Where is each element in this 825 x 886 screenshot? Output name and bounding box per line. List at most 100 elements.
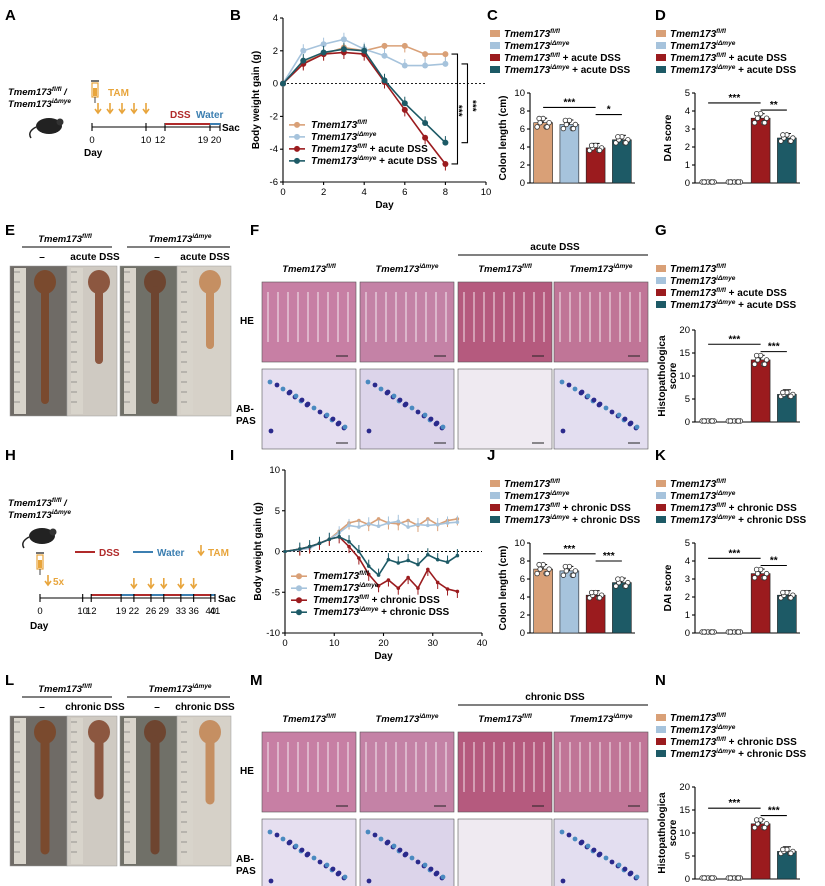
data-dot — [754, 115, 761, 121]
he-image — [553, 731, 649, 813]
legend-marker — [296, 597, 302, 604]
legend-marker — [294, 121, 300, 128]
goblet-cell — [305, 851, 311, 857]
water-label: Water — [196, 110, 224, 121]
y-tick-label: -10 — [266, 628, 280, 639]
data-dot — [735, 875, 742, 881]
data-point — [381, 42, 388, 49]
y-tick-label: 10 — [679, 828, 690, 839]
panel-label-D: D — [655, 7, 666, 24]
goblet-cell — [365, 379, 371, 385]
data-dot — [546, 566, 552, 572]
data-dot — [727, 418, 734, 424]
legend-swatch — [656, 265, 666, 272]
legend-swatch — [656, 492, 666, 499]
goblet-cell — [311, 855, 317, 861]
data-point — [300, 47, 307, 54]
goblet-cell — [324, 412, 330, 418]
treatment-header: chronic DSS — [525, 692, 585, 703]
panel-label-I: I — [230, 447, 234, 464]
data-dot — [560, 572, 567, 578]
data-point — [435, 522, 440, 527]
goblet-cell — [311, 405, 317, 411]
goblet-cell — [409, 855, 415, 861]
timeline-tick-label: 29 — [158, 606, 169, 617]
x-tick-label: 2 — [321, 187, 326, 198]
legend-swatch — [490, 30, 500, 37]
data-dot — [709, 179, 715, 185]
panel-label-E: E — [5, 222, 15, 239]
bar — [612, 582, 632, 634]
ruler-icon — [181, 268, 193, 414]
legend-entry: Tmem173iΔmye — [670, 724, 736, 736]
data-dot — [780, 132, 786, 138]
day-label: Day — [30, 621, 49, 632]
control-label: – — [39, 252, 45, 263]
data-dot — [544, 570, 550, 577]
genotype-header: Tmem173iΔmye — [148, 233, 211, 245]
x-tick-label: 10 — [481, 187, 492, 198]
legend-entry: Tmem173iΔmye — [313, 582, 379, 594]
ruler-icon — [181, 718, 193, 864]
tam-arrow-icon — [147, 578, 155, 590]
data-dot — [572, 568, 579, 574]
data-dot — [534, 570, 540, 577]
y-tick-label: 0 — [273, 79, 278, 90]
he-image — [261, 731, 357, 813]
ruler-icon — [124, 718, 136, 864]
goblet-cell — [378, 836, 384, 842]
syringe-icon — [91, 80, 99, 103]
sig-bracket — [451, 53, 459, 165]
panel-label-G: G — [655, 222, 667, 239]
y-tick-label: 0 — [685, 628, 690, 639]
timeline-tick-label: 26 — [146, 606, 157, 617]
sig-label: ** — [770, 100, 778, 111]
data-point — [361, 47, 368, 54]
goblet-cell — [622, 866, 628, 872]
panel-label-L: L — [5, 672, 14, 689]
tam-label: TAM — [208, 548, 229, 559]
goblet-cell — [609, 409, 615, 415]
y-tick-label: -2 — [270, 111, 278, 122]
data-dot — [615, 134, 621, 140]
legend-entry: Tmem173iΔmye — [670, 275, 736, 287]
goblet-cell — [268, 428, 274, 434]
abpas-image — [359, 368, 455, 450]
y-axis-label: score — [668, 819, 679, 846]
data-dot — [701, 875, 707, 881]
goblet-cell — [336, 420, 342, 426]
goblet-cell — [415, 859, 421, 865]
colon-tissue — [34, 720, 56, 744]
genotype-fl: Tmem173fl/fl — [8, 86, 62, 98]
goblet-cell — [317, 859, 323, 865]
sig-label: *** — [729, 798, 741, 809]
genotype-header: Tmem173fl/fl — [38, 233, 92, 245]
x-tick-label: 0 — [282, 638, 287, 649]
data-dot — [788, 138, 794, 144]
goblet-cell — [268, 878, 274, 884]
goblet-cell — [365, 829, 371, 835]
data-point — [435, 557, 440, 562]
goblet-cell — [287, 839, 293, 845]
data-point — [455, 553, 460, 558]
colon-tissue — [144, 720, 166, 744]
data-dot — [701, 418, 707, 424]
goblet-cell — [378, 386, 384, 392]
legend-swatch — [656, 504, 666, 511]
legend-entry: Tmem173iΔmye — [670, 490, 736, 502]
data-dot — [788, 595, 794, 601]
ruler-icon — [14, 268, 26, 414]
data-point — [386, 521, 391, 525]
abpas-label: AB- — [236, 854, 254, 865]
legend-entry: Tmem173fl/fl + chronic DSS — [313, 594, 440, 606]
timeline-tick-label: 0 — [37, 606, 42, 617]
y-tick-label: 20 — [679, 782, 690, 793]
data-dot — [788, 850, 794, 857]
x-tick-label: 4 — [362, 187, 367, 198]
he-label: HE — [240, 766, 254, 777]
y-tick-label: 3 — [685, 124, 690, 135]
goblet-cell — [560, 428, 566, 434]
data-point — [337, 535, 341, 539]
mouse-tail — [22, 536, 30, 549]
